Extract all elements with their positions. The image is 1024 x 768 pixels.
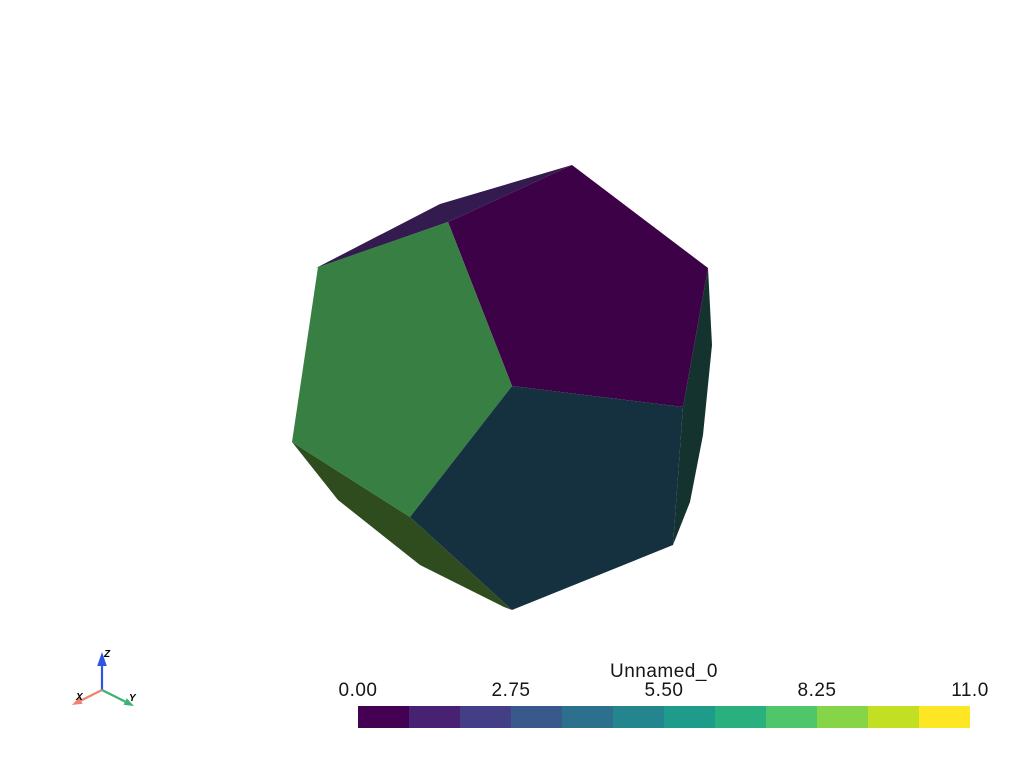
colorbar-segment — [664, 706, 715, 728]
colorbar-tick-label: 2.75 — [491, 680, 531, 701]
colorbar-segment — [715, 706, 766, 728]
colorbar-segment — [511, 706, 562, 728]
colorbar-segment — [613, 706, 664, 728]
y-axis-label: Y — [129, 693, 137, 704]
colorbar-tick-label: 11.0 — [951, 680, 989, 701]
colorbar-tick-label: 8.25 — [797, 680, 837, 701]
face-front-blue[interactable] — [410, 386, 683, 610]
colorbar-tick-label: 5.50 — [644, 680, 684, 701]
dodecahedron-mesh[interactable] — [292, 165, 712, 610]
face-top-sliver-purple[interactable] — [316, 165, 572, 268]
colorbar-tick-label: 0.00 — [338, 680, 378, 701]
x-axis-line — [80, 689, 103, 702]
z-axis-label: Z — [103, 649, 111, 660]
colorbar-segment — [868, 706, 919, 728]
colorbar-tick-labels: 0.00 2.75 5.50 8.25 11.0 — [339, 680, 989, 701]
colorbar-segment — [817, 706, 868, 728]
face-front-green[interactable] — [292, 222, 512, 517]
y-axis-arrowhead-icon — [123, 698, 134, 706]
y-axis-line — [101, 689, 126, 703]
colorbar-segment — [409, 706, 460, 728]
x-axis-arrowhead-icon — [72, 697, 83, 705]
colorbar-segment — [562, 706, 613, 728]
face-bottom-left-sliver-olive[interactable] — [292, 442, 512, 610]
face-right-sliver-teal[interactable] — [673, 268, 712, 545]
face-front-purple[interactable] — [448, 165, 708, 407]
x-axis-label: X — [75, 692, 84, 703]
colorbar-title: Unnamed_0 — [609, 661, 719, 682]
orientation-axes-widget: Z Y X — [72, 649, 137, 706]
colorbar-segment — [358, 706, 409, 728]
colorbar-segment — [460, 706, 511, 728]
colorbar-segment — [919, 706, 970, 728]
z-axis-arrowhead-icon — [97, 652, 107, 666]
colorbar — [358, 706, 970, 728]
colorbar-segment — [766, 706, 817, 728]
